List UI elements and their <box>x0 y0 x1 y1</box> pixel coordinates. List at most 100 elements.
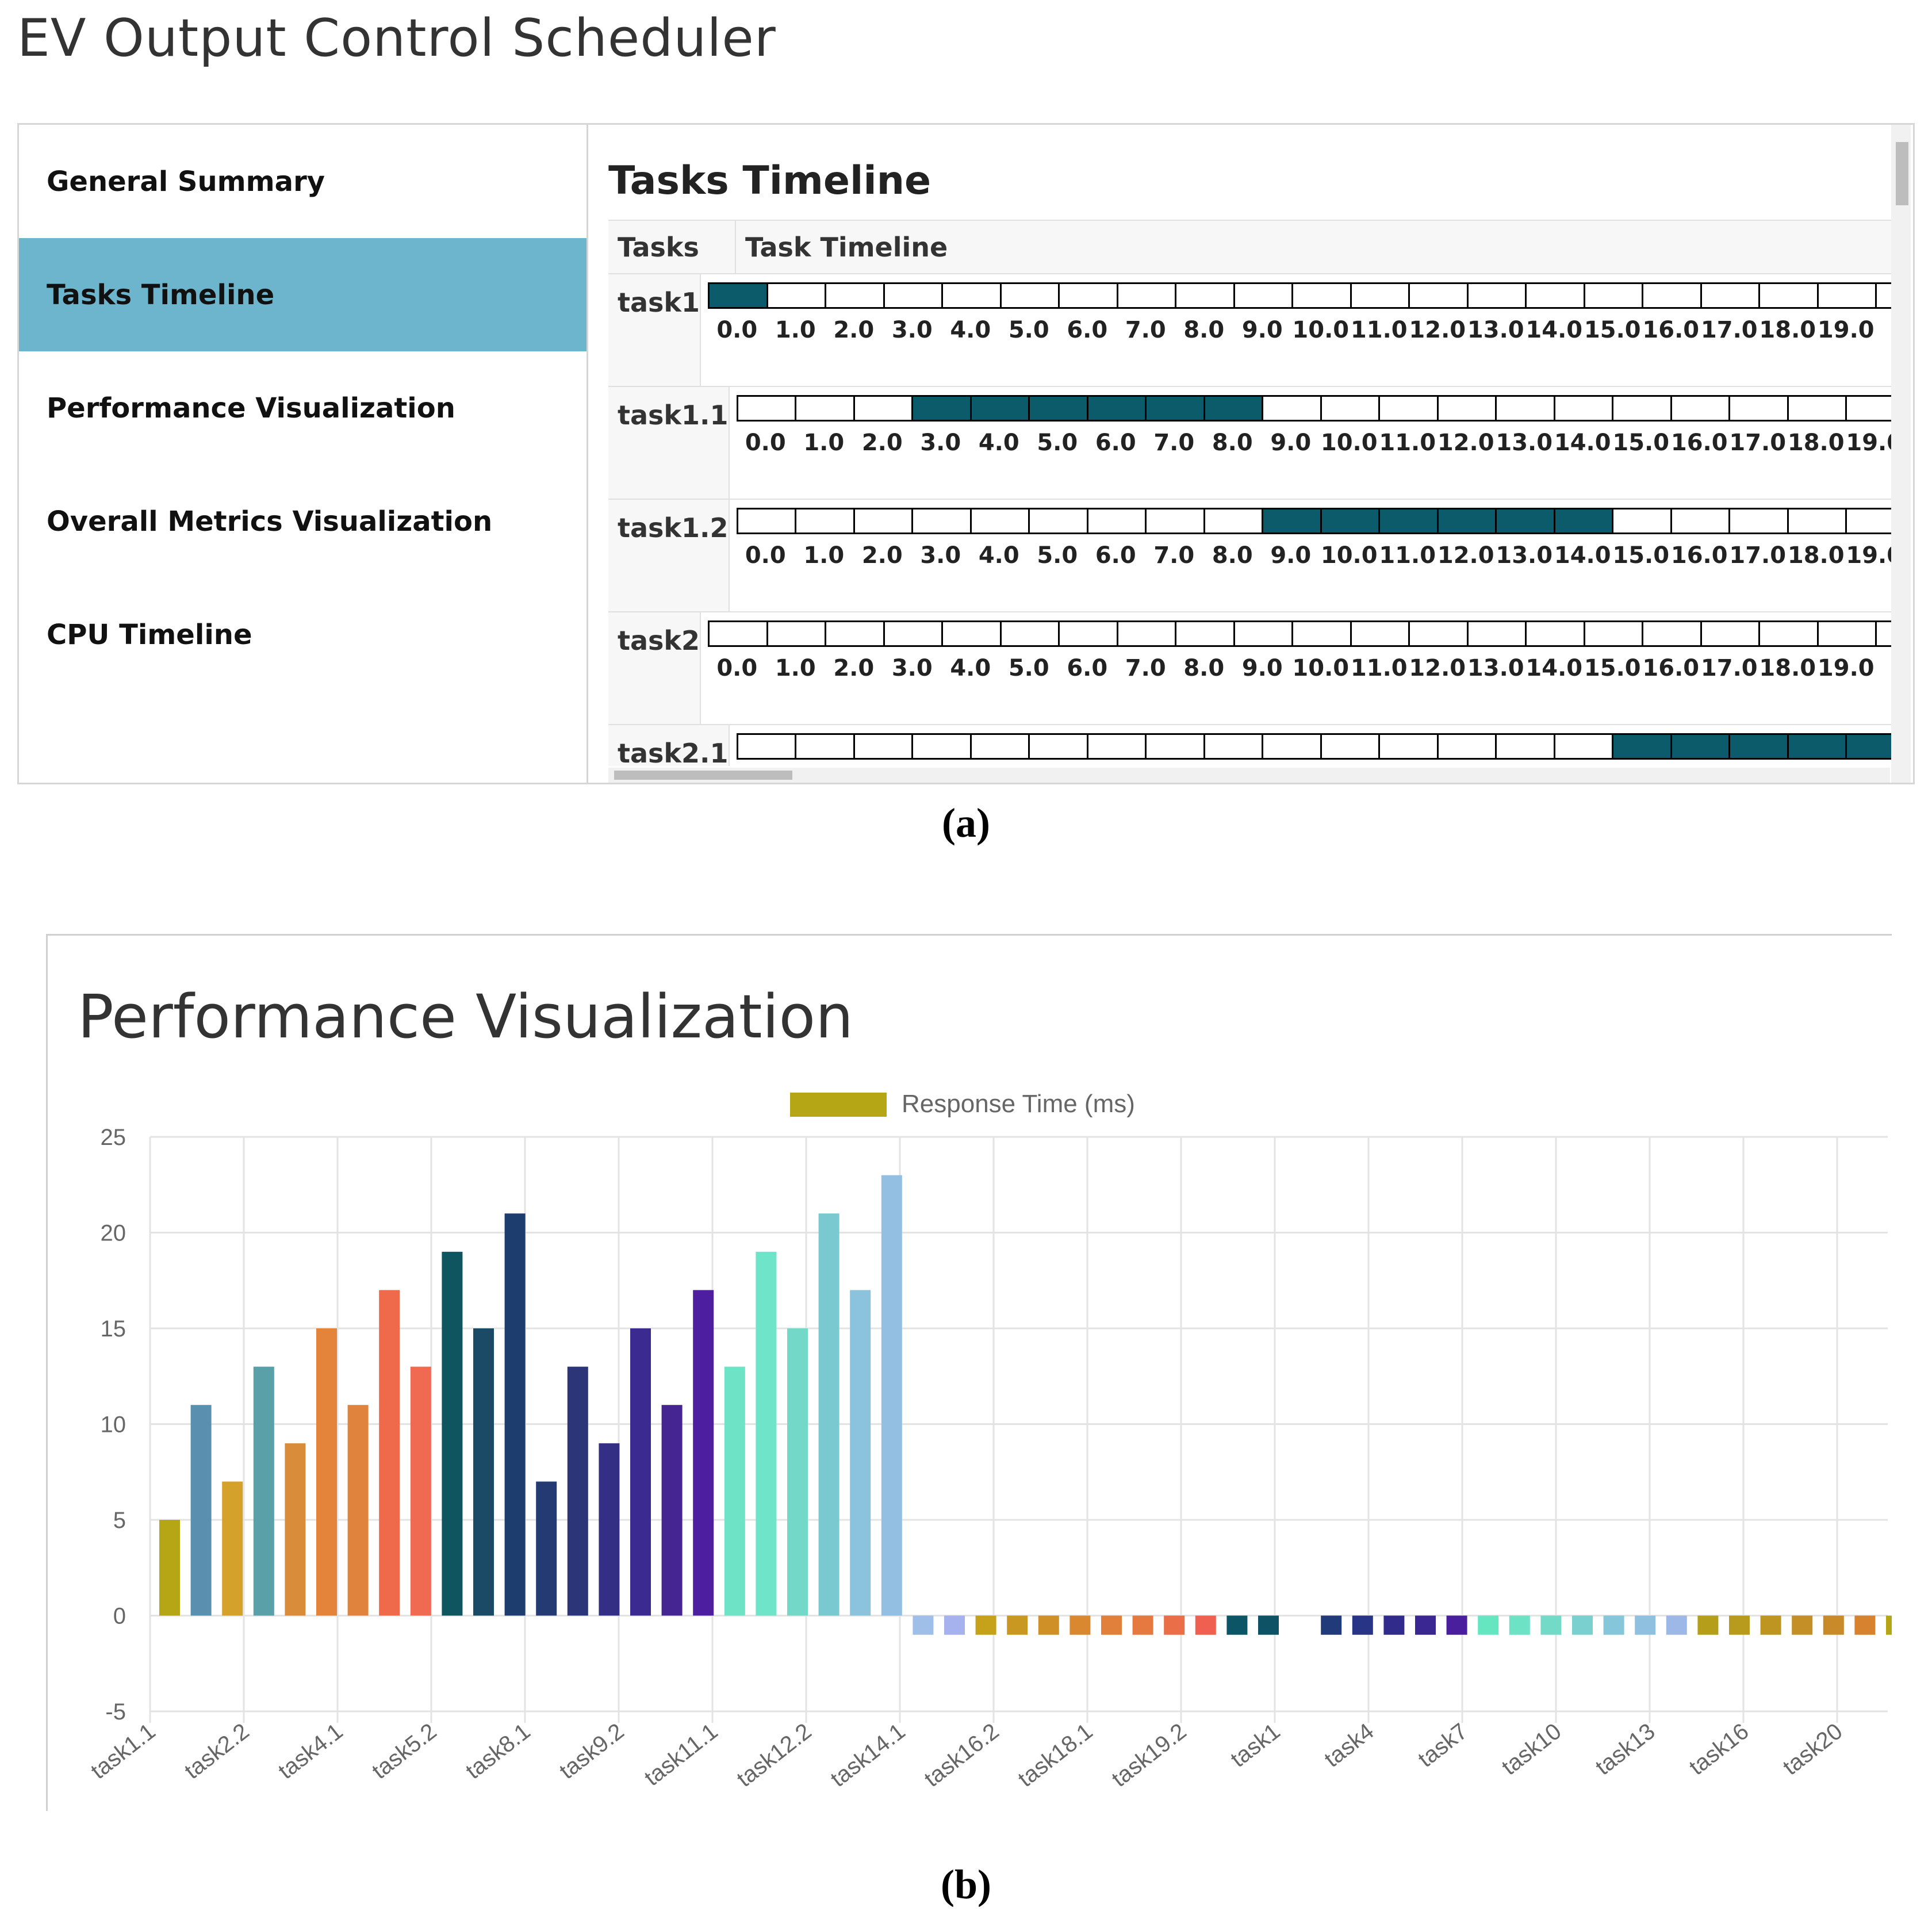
timeline-ticks: 0.0 1.0 2.0 3.0 4.0 5.0 6.0 7.0 8.0 9.0 10.0 11.0 12… <box>708 655 1905 681</box>
bar <box>1446 1615 1467 1635</box>
timeline-slot <box>913 509 972 532</box>
legend-swatch <box>790 1093 887 1117</box>
timeline-tick-label: 9.0 <box>1241 655 1283 681</box>
timeline-tick-label: 13.0 <box>1496 430 1553 456</box>
timeline-tick-label: 7.0 <box>1153 542 1195 569</box>
timeline-tick-label: 10.0 <box>1292 655 1350 681</box>
timeline-slot-active <box>913 397 972 420</box>
bar <box>787 1328 808 1616</box>
x-tick-label: task19.2 <box>1107 1718 1191 1792</box>
timeline-tick-label: 15.0 <box>1612 430 1670 456</box>
vertical-scrollbar-thumb[interactable] <box>1896 142 1908 205</box>
y-tick-label: 25 <box>101 1125 126 1150</box>
timeline-slot <box>1380 397 1439 420</box>
bar <box>1164 1615 1185 1635</box>
timeline-slot <box>1235 622 1294 645</box>
content-panel: Tasks Timeline Tasks Task Timeline task1… <box>588 125 1913 783</box>
app-window: General Summary Tasks Timeline Performan… <box>17 123 1915 784</box>
x-tick-label: task1.1 <box>86 1718 160 1784</box>
y-tick-label: 15 <box>101 1316 126 1342</box>
timeline-slot <box>826 622 885 645</box>
timeline-slot <box>1147 509 1205 532</box>
timeline-slot <box>826 284 885 307</box>
column-header-tasks: Tasks <box>608 221 736 273</box>
bar <box>1509 1615 1530 1635</box>
bar <box>818 1213 839 1616</box>
timeline-slot <box>710 622 768 645</box>
task-name: task2.1 <box>608 725 730 766</box>
timeline-slot-active <box>1088 397 1147 420</box>
timeline-slot <box>1439 735 1497 758</box>
sidebar-item-overall-metrics-visualization[interactable]: Overall Metrics Visualization <box>47 505 493 538</box>
timeline-slot <box>1439 397 1497 420</box>
task-name: task1.2 <box>608 500 730 611</box>
timeline-slot <box>972 735 1030 758</box>
sidebar-item-performance-visualization[interactable]: Performance Visualization <box>47 392 455 424</box>
bar <box>850 1290 871 1616</box>
x-tick-label: task16.2 <box>919 1718 1003 1792</box>
bar <box>285 1443 306 1616</box>
horizontal-scrollbar[interactable] <box>608 768 1890 783</box>
bar <box>316 1328 337 1616</box>
timeline-slot <box>1380 735 1439 758</box>
bar <box>1854 1615 1876 1635</box>
timeline-slot-active <box>1555 509 1613 532</box>
bar <box>1729 1615 1750 1635</box>
timeline-slot <box>1088 735 1147 758</box>
timeline-tick-label: 11.0 <box>1350 655 1408 681</box>
timeline-slot <box>1002 284 1060 307</box>
timeline-slot <box>1322 397 1380 420</box>
sidebar-item-cpu-timeline[interactable]: CPU Timeline <box>47 618 252 651</box>
vertical-scrollbar[interactable] <box>1891 125 1911 783</box>
timeline-tick-label: 12.0 <box>1409 317 1466 343</box>
timeline-slot <box>1118 284 1177 307</box>
timeline-slot <box>1030 509 1088 532</box>
timeline-tick-label: 0.0 <box>745 430 786 456</box>
timeline-tick-label: 18.0 <box>1759 317 1816 343</box>
timeline-tick-label: 14.0 <box>1525 655 1583 681</box>
caption-a: (a) <box>942 800 990 846</box>
timeline-tick-label: 5.0 <box>1008 655 1049 681</box>
timeline-tick-label: 0.0 <box>745 542 786 569</box>
timeline-slot <box>796 735 855 758</box>
x-tick-label: task20 <box>1778 1718 1847 1780</box>
timeline-slot <box>1293 284 1352 307</box>
timeline-slot <box>1352 284 1410 307</box>
timeline-slot <box>768 622 827 645</box>
timeline-slot <box>1205 735 1263 758</box>
timeline-row: task1.2 0.0 1.0 2.0 3.0 4.0 5.0 6.0 7.0 8.0 9.0 10.… <box>608 500 1905 612</box>
timeline-slot-active <box>971 397 1030 420</box>
performance-title: Performance Visualization <box>78 982 854 1052</box>
timeline-slot <box>1263 735 1322 758</box>
bar <box>159 1520 180 1616</box>
timeline-cells <box>708 282 1905 309</box>
x-tick-label: task2.2 <box>180 1718 254 1784</box>
timeline-slot <box>768 284 827 307</box>
timeline-tick-label: 6.0 <box>1095 542 1136 569</box>
timeline-tick-label: 17.0 <box>1700 317 1758 343</box>
timeline-tick-label: 8.0 <box>1212 542 1253 569</box>
timeline-slot <box>1088 509 1147 532</box>
timeline-tick-label: 10.0 <box>1292 317 1350 343</box>
bar <box>1572 1615 1593 1635</box>
timeline-slot <box>1469 284 1527 307</box>
timeline-slot <box>1410 284 1469 307</box>
bar <box>913 1615 934 1635</box>
timeline-tick-label: 16.0 <box>1670 430 1728 456</box>
sidebar-item-tasks-timeline[interactable]: Tasks Timeline <box>19 238 586 351</box>
bar <box>190 1405 212 1616</box>
timeline-tick-label: 12.0 <box>1437 430 1494 456</box>
timeline-slot <box>1555 397 1613 420</box>
bar <box>1540 1615 1562 1635</box>
horizontal-scrollbar-thumb[interactable] <box>614 771 792 780</box>
timeline-tick-label: 19.0 <box>1817 655 1874 681</box>
sidebar-item-general-summary[interactable]: General Summary <box>47 165 325 198</box>
timeline-slot <box>1263 397 1322 420</box>
timeline-slot <box>1527 622 1585 645</box>
bar <box>661 1405 683 1616</box>
bar <box>1101 1615 1122 1635</box>
bar <box>504 1213 526 1616</box>
timeline-tick-label: 7.0 <box>1125 655 1166 681</box>
